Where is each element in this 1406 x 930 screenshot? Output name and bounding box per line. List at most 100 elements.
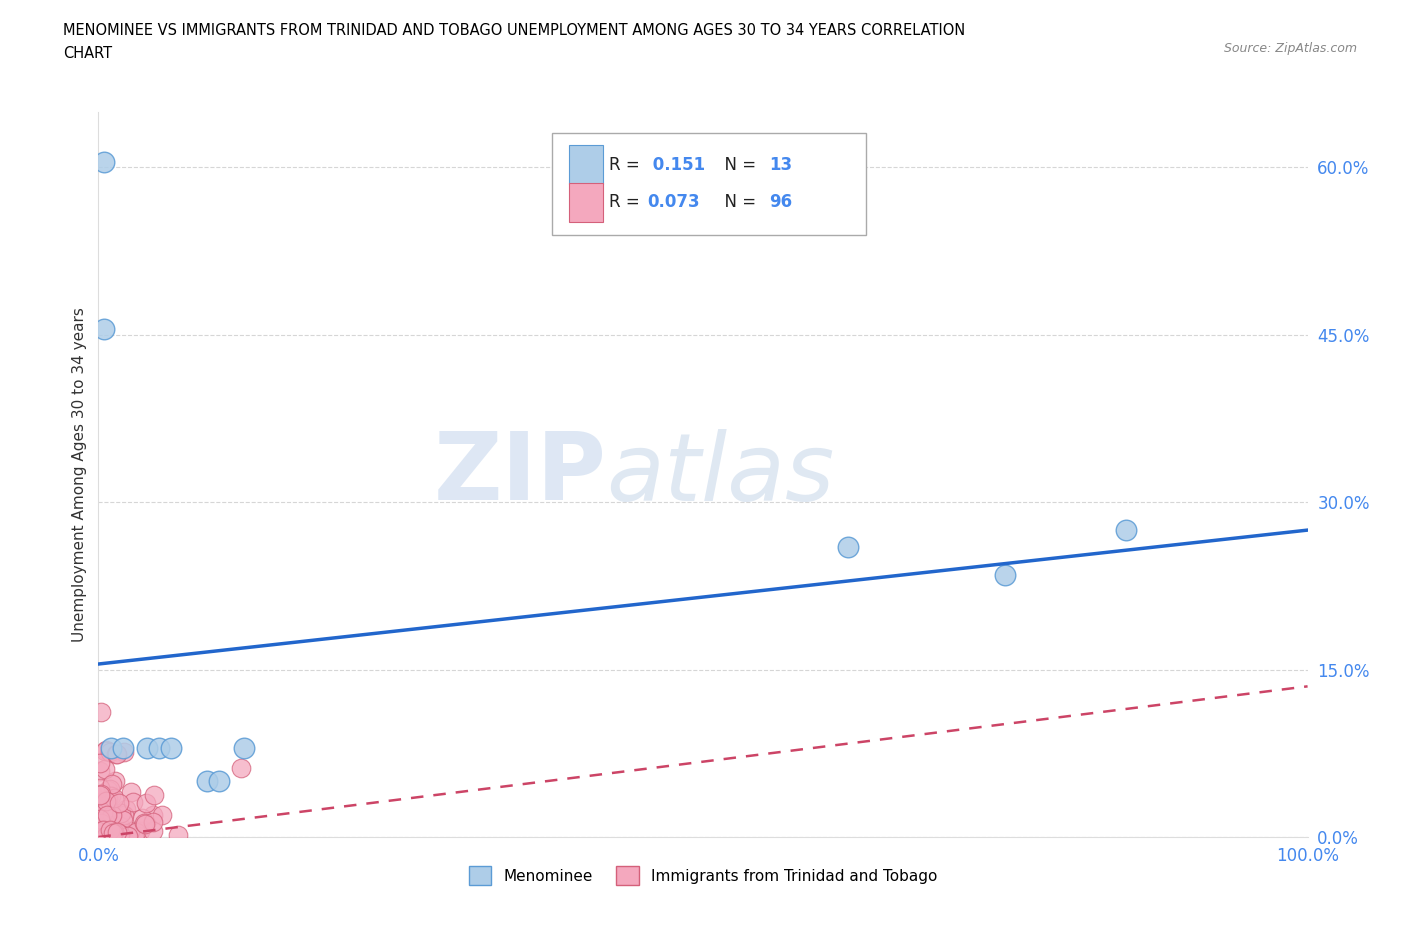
Point	[90, 816, 112, 830]
Point	[111, 740, 134, 755]
Point	[97, 791, 120, 806]
Point	[104, 826, 127, 841]
Point	[103, 824, 125, 839]
Point	[93, 154, 115, 169]
Point	[208, 774, 231, 789]
Point	[98, 781, 121, 796]
Point	[90, 802, 112, 817]
Point	[101, 806, 124, 821]
Point	[90, 819, 112, 834]
Point	[104, 827, 127, 842]
Point	[103, 790, 125, 805]
FancyBboxPatch shape	[569, 182, 603, 222]
Point	[89, 788, 111, 803]
Text: CHART: CHART	[63, 46, 112, 61]
Point	[101, 818, 124, 833]
Text: R =: R =	[609, 155, 645, 174]
Point	[104, 746, 127, 761]
Point	[91, 794, 114, 809]
Point	[93, 822, 115, 837]
Point	[105, 747, 128, 762]
Text: N =: N =	[714, 155, 761, 174]
Point	[994, 567, 1017, 582]
Point	[96, 806, 118, 821]
Legend: Menominee, Immigrants from Trinidad and Tobago: Menominee, Immigrants from Trinidad and …	[463, 860, 943, 891]
Point	[91, 805, 114, 820]
Point	[98, 814, 121, 829]
Point	[103, 826, 125, 841]
Point	[94, 830, 117, 844]
Point	[89, 799, 111, 814]
Point	[96, 821, 118, 836]
Point	[103, 817, 125, 831]
Point	[142, 787, 165, 802]
Point	[107, 796, 129, 811]
Point	[100, 740, 122, 755]
Point	[110, 805, 132, 820]
Point	[100, 745, 122, 760]
Point	[100, 789, 122, 804]
Point	[117, 829, 139, 844]
Point	[104, 773, 127, 788]
Point	[90, 796, 112, 811]
Point	[96, 743, 118, 758]
Point	[89, 812, 111, 827]
Point	[90, 805, 112, 820]
Point	[97, 818, 120, 833]
Point	[232, 740, 254, 755]
Point	[100, 827, 122, 842]
FancyBboxPatch shape	[569, 145, 603, 184]
Point	[98, 802, 121, 817]
Point	[135, 796, 157, 811]
Point	[97, 783, 120, 798]
Point	[100, 777, 122, 791]
Point	[107, 828, 129, 843]
Point	[94, 816, 117, 830]
Point	[90, 787, 112, 802]
Point	[91, 817, 114, 831]
Text: Source: ZipAtlas.com: Source: ZipAtlas.com	[1223, 42, 1357, 55]
Point	[118, 824, 141, 839]
Point	[131, 810, 153, 825]
Point	[195, 774, 218, 789]
Point	[837, 539, 859, 554]
Point	[142, 807, 165, 822]
Point	[128, 824, 150, 839]
Point	[89, 780, 111, 795]
Point	[142, 815, 165, 830]
Point	[1115, 523, 1137, 538]
Text: R =: R =	[609, 193, 645, 211]
Point	[111, 824, 134, 839]
Point	[96, 829, 118, 844]
Point	[89, 803, 111, 817]
Point	[93, 825, 115, 840]
Point	[94, 793, 117, 808]
Y-axis label: Unemployment Among Ages 30 to 34 years: Unemployment Among Ages 30 to 34 years	[72, 307, 87, 642]
Point	[112, 808, 135, 823]
Point	[90, 704, 112, 719]
Point	[125, 825, 148, 840]
Point	[93, 793, 115, 808]
Point	[94, 744, 117, 759]
Point	[121, 794, 143, 809]
Point	[89, 810, 111, 825]
Point	[89, 827, 111, 842]
Text: 96: 96	[769, 193, 793, 211]
Point	[89, 812, 111, 827]
Text: 13: 13	[769, 155, 793, 174]
Point	[94, 826, 117, 841]
Point	[103, 825, 125, 840]
Point	[98, 817, 121, 832]
Text: 0.151: 0.151	[647, 155, 706, 174]
Point	[122, 830, 145, 844]
Point	[89, 755, 111, 770]
Point	[91, 827, 114, 842]
Point	[112, 813, 135, 828]
Text: atlas: atlas	[606, 429, 835, 520]
Text: MENOMINEE VS IMMIGRANTS FROM TRINIDAD AND TOBAGO UNEMPLOYMENT AMONG AGES 30 TO 3: MENOMINEE VS IMMIGRANTS FROM TRINIDAD AN…	[63, 23, 966, 38]
Text: N =: N =	[714, 193, 761, 211]
Point	[229, 760, 252, 775]
Point	[115, 802, 138, 817]
Point	[142, 824, 165, 839]
Point	[91, 822, 114, 837]
